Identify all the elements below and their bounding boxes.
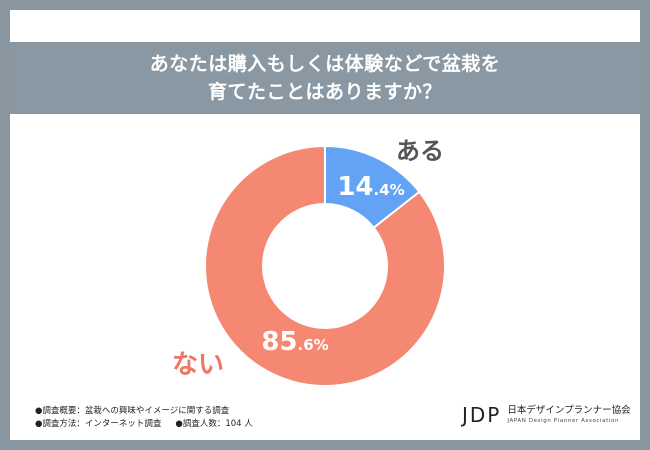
slice-label-nai: ない <box>172 350 224 380</box>
data-label-aru-int: 14 <box>337 172 373 202</box>
note-overview: ●調査概要：盆栽への興味やイメージに関する調査 <box>35 406 230 416</box>
jdp-logo: JDP 日本デザインプランナー協会 JAPAN Design Planner A… <box>462 403 631 427</box>
infographic-card: あなたは購入もしくは体験などで盆栽を 育てたことはありますか？ ある ない 14… <box>10 10 640 440</box>
donut-slice-nai <box>204 144 446 387</box>
note-respondents: ●調査人数：104 人 <box>175 419 253 429</box>
note-method: ●調査方法：インターネット調査 <box>35 419 162 429</box>
data-label-nai-int: 85 <box>261 327 297 357</box>
logo-name-en: JAPAN Design Planner Association <box>507 418 620 424</box>
data-label-aru-dec: .4% <box>374 181 405 199</box>
title-line-1: あなたは購入もしくは体験などで盆栽を <box>149 53 501 75</box>
data-label-aru: 14.4% <box>337 172 404 202</box>
slice-label-aru: ある <box>396 137 444 165</box>
title-line-2: 育てたことはありますか？ <box>207 81 442 103</box>
logo-mark: JDP <box>462 403 502 427</box>
data-label-nai-dec: .6% <box>298 336 329 354</box>
logo-name-ja: 日本デザインプランナー協会 <box>507 405 631 416</box>
title-banner: あなたは購入もしくは体験などで盆栽を 育てたことはありますか？ <box>10 42 640 114</box>
data-label-nai: 85.6% <box>261 327 328 357</box>
survey-notes: ●調査概要：盆栽への興味やイメージに関する調査 ●調査方法：インターネット調査 … <box>35 405 253 431</box>
donut-chart: ある ない 14.4% 85.6% <box>172 137 446 387</box>
